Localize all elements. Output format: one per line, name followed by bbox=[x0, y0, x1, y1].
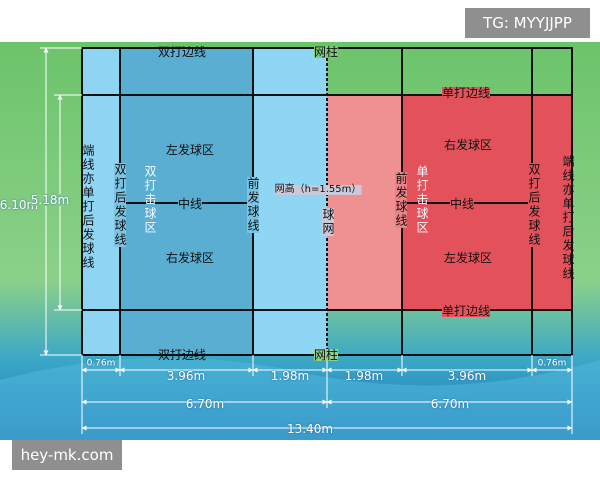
label: 端线亦单打后发球线 bbox=[81, 144, 95, 270]
dimension: 1.98m bbox=[270, 369, 310, 383]
label: 右发球区 bbox=[165, 251, 215, 265]
dimension-lines bbox=[40, 47, 573, 434]
dimension: 0.76m bbox=[537, 358, 567, 369]
label: 端线亦单打后发球线 bbox=[561, 155, 575, 281]
dimension: 13.40m bbox=[286, 422, 334, 436]
watermark: TG: MYYJJPP bbox=[465, 8, 590, 38]
label: 网高（h=1.55m） bbox=[274, 184, 362, 195]
source: hey-mk.com bbox=[12, 440, 122, 470]
label: 网柱 bbox=[313, 45, 339, 59]
label: 网柱 bbox=[313, 348, 339, 362]
label: 双打击球区 bbox=[143, 165, 157, 235]
label: 双打边线 bbox=[157, 45, 207, 59]
label: 中线 bbox=[177, 197, 203, 211]
label: 左发球区 bbox=[443, 251, 493, 265]
wave bbox=[0, 357, 600, 440]
dimension: 3.96m bbox=[166, 369, 206, 383]
dimension: 6.10m bbox=[0, 198, 39, 212]
label: 双打后发球线 bbox=[113, 163, 127, 247]
dimension: 3.96m bbox=[447, 369, 487, 383]
label: 左发球区 bbox=[165, 143, 215, 157]
dimension: 6.70m bbox=[430, 397, 470, 411]
label: 前发球线 bbox=[394, 172, 408, 228]
label: 右发球区 bbox=[443, 138, 493, 152]
label: 球网 bbox=[321, 208, 335, 236]
dimension: 1.98m bbox=[344, 369, 384, 383]
dimension: 5.18m bbox=[30, 193, 70, 207]
dimension: 0.76m bbox=[86, 358, 116, 369]
dimension: 6.70m bbox=[185, 397, 225, 411]
label: 双打后发球线 bbox=[527, 163, 541, 247]
label: 双打边线 bbox=[157, 348, 207, 362]
label: 前发球线 bbox=[246, 177, 260, 233]
label: 单打边线 bbox=[441, 86, 491, 100]
label: 单打击球区 bbox=[415, 165, 429, 235]
label: 单打边线 bbox=[441, 304, 491, 318]
label: 中线 bbox=[449, 197, 475, 211]
